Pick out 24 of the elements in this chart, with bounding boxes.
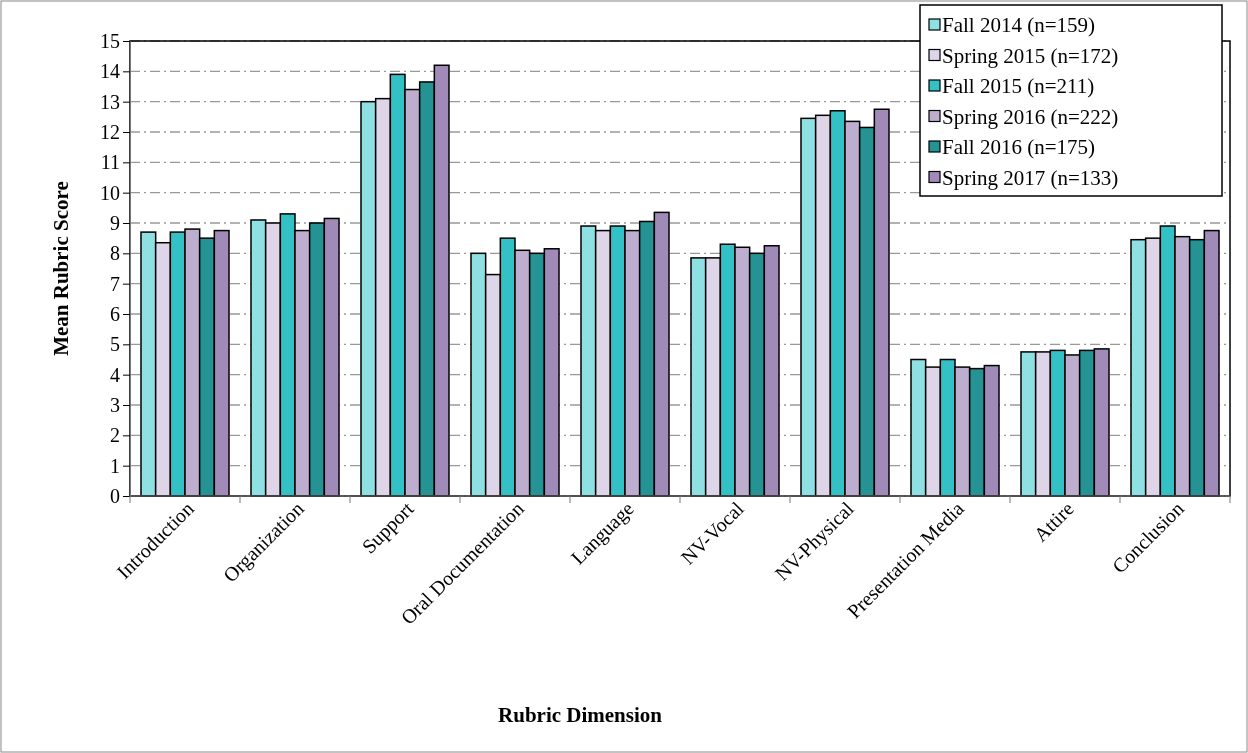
legend-label: Fall 2016 (n=175) — [942, 135, 1096, 159]
y-tick-label: 14 — [100, 60, 120, 83]
legend-label: Fall 2015 (n=211) — [942, 74, 1095, 98]
legend-label: Fall 2014 (n=159) — [942, 13, 1096, 37]
y-tick-label: 7 — [110, 272, 120, 295]
y-tick-label: 5 — [110, 333, 120, 356]
y-tick-label: 11 — [100, 151, 120, 174]
y-tick-label: 10 — [100, 181, 120, 204]
x-axis-title: Rubric Dimension — [498, 703, 663, 727]
y-tick-label: 9 — [110, 211, 120, 234]
y-tick-label: 3 — [110, 393, 120, 416]
y-tick-label: 4 — [110, 363, 120, 386]
y-axis-title: Mean Rubric Score — [49, 181, 73, 356]
y-tick-label: 0 — [110, 484, 120, 507]
legend-label: Spring 2017 (n=133) — [942, 165, 1119, 190]
y-tick-label: 12 — [100, 120, 120, 143]
y-tick-label: 1 — [110, 454, 120, 477]
y-tick-label: 6 — [110, 302, 120, 325]
y-tick-label: 15 — [100, 29, 120, 52]
y-tick-label: 13 — [100, 90, 120, 113]
legend-label: Spring 2015 (n=172) — [942, 43, 1119, 68]
y-tick-label: 8 — [110, 242, 120, 265]
y-tick-label: 2 — [110, 424, 120, 447]
legend-label: Spring 2016 (n=222) — [942, 104, 1119, 129]
